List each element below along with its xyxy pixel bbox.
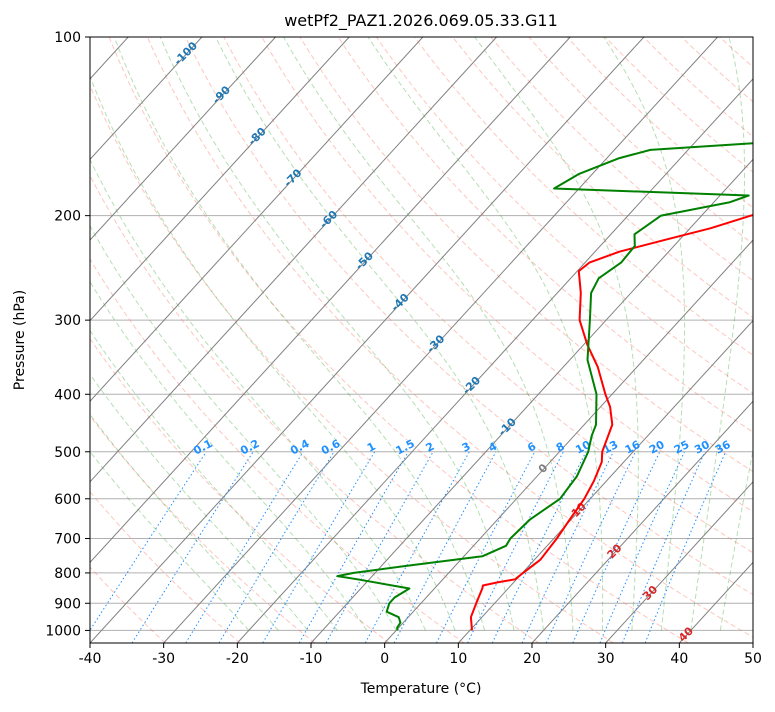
- x-tick-label: -20: [226, 651, 249, 667]
- x-tick-label: -40: [79, 651, 102, 667]
- y-tick-label: 400: [54, 387, 81, 403]
- y-tick-label: 500: [54, 445, 81, 461]
- x-tick-label: 10: [449, 651, 467, 667]
- x-tick-label: -10: [300, 651, 323, 667]
- y-tick-label: 1000: [45, 623, 81, 639]
- y-tick-label: 600: [54, 492, 81, 508]
- x-tick-label: 50: [744, 651, 762, 667]
- chart-title: wetPf2_PAZ1.2026.069.05.33.G11: [284, 11, 558, 31]
- x-tick-label: 20: [523, 651, 541, 667]
- y-tick-label: 200: [54, 209, 81, 225]
- y-axis-label: Pressure (hPa): [12, 290, 28, 390]
- x-tick-label: 0: [380, 651, 389, 667]
- y-tick-label: 700: [54, 532, 81, 548]
- y-tick-label: 900: [54, 596, 81, 612]
- x-tick-label: 40: [670, 651, 688, 667]
- x-axis-label: Temperature (°C): [360, 681, 482, 697]
- y-tick-label: 300: [54, 313, 81, 329]
- x-tick-label: 30: [597, 651, 615, 667]
- y-tick-label: 100: [54, 30, 81, 46]
- x-tick-label: -30: [152, 651, 175, 667]
- y-tick-label: 800: [54, 566, 81, 582]
